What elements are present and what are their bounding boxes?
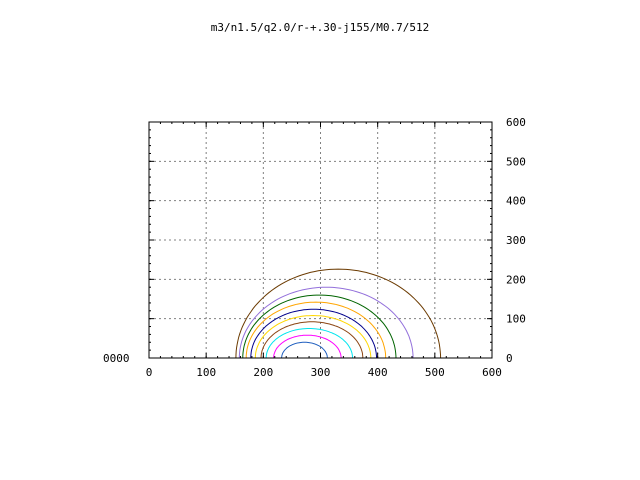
x-tick-labels: 0 100 200 300 400 500 600 <box>146 366 502 379</box>
curve-series-7 <box>245 301 387 359</box>
x-tick-label: 200 <box>253 366 273 379</box>
grid-lines <box>149 122 492 358</box>
x-tick-label: 100 <box>196 366 216 379</box>
y-tick-label: 300 <box>506 234 526 247</box>
chart-title: m3/n1.5/q2.0/r-+.30-j155/M0.7/512 <box>211 21 430 34</box>
curve-series-8 <box>242 294 397 359</box>
plot-curves <box>235 268 442 359</box>
curve-series-2 <box>273 334 342 358</box>
x-tick-label: 600 <box>482 366 502 379</box>
y-tick-label: 400 <box>506 195 526 208</box>
y-tick-label: 600 <box>506 116 526 129</box>
x-tick-label: 0 <box>146 366 153 379</box>
curve-series-5 <box>254 314 372 359</box>
x-tick-label: 300 <box>311 366 331 379</box>
y-tick-labels: 0 100 200 300 400 500 600 <box>506 116 526 365</box>
curve-series-6 <box>250 308 377 358</box>
axis-ticks <box>148 121 493 359</box>
left-corner-label: 0000 <box>103 352 130 365</box>
y-tick-label: 100 <box>506 313 526 326</box>
y-tick-label: 0 <box>506 352 513 365</box>
y-tick-label: 500 <box>506 155 526 168</box>
curve-series-4 <box>260 321 364 359</box>
curve-series-1 <box>281 341 328 359</box>
x-tick-label: 400 <box>368 366 388 379</box>
curve-series-10 <box>235 268 442 359</box>
curve-series-3 <box>265 328 353 358</box>
curve-series-9 <box>238 286 414 359</box>
x-tick-label: 500 <box>425 366 445 379</box>
y-tick-label: 200 <box>506 273 526 286</box>
